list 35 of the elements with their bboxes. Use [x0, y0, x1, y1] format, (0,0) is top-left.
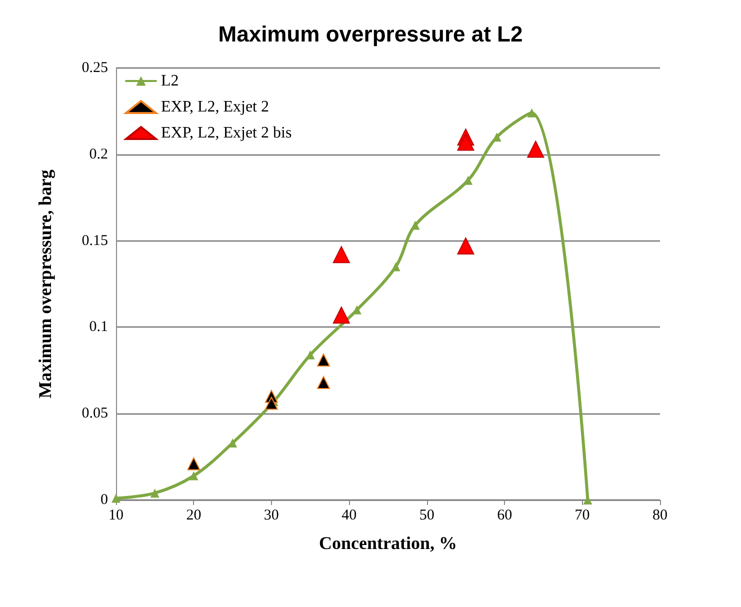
point — [316, 376, 330, 389]
legend-label: L2 — [161, 72, 179, 90]
y-tick-label: 0.15 — [82, 232, 108, 249]
legend-label: EXP, L2, Exjet 2 — [161, 98, 269, 116]
x-tick-label: 70 — [574, 508, 590, 524]
y-tick-label: 0.25 — [82, 60, 108, 76]
point — [187, 457, 200, 470]
x-tick-label: 10 — [108, 508, 124, 524]
y-tick-label: 0.05 — [82, 406, 108, 422]
point — [316, 354, 330, 367]
x-tick-label: 50 — [419, 508, 434, 524]
x-tick-label: 40 — [342, 508, 357, 524]
x-tick-label: 30 — [264, 508, 279, 524]
x-tick-label: 60 — [497, 508, 512, 524]
point — [189, 471, 198, 480]
point — [527, 108, 536, 118]
chart-title: Maximum overpressure at L2 — [218, 22, 523, 46]
legend-label: EXP, L2, Exjet 2 bis — [161, 124, 292, 142]
point — [264, 396, 278, 410]
x-tick-label: 20 — [186, 508, 202, 524]
y-axis-title: Maximum overpressure, barg — [35, 170, 55, 398]
point — [410, 220, 420, 230]
point — [150, 488, 160, 498]
x-tick-label: 80 — [652, 508, 668, 524]
point — [457, 134, 474, 151]
y-tick-label: 0 — [100, 492, 108, 508]
y-tick-label: 0.1 — [89, 319, 108, 336]
y-tick-label: 0.2 — [89, 146, 108, 162]
point — [457, 237, 474, 254]
x-axis-title: Concentration, % — [319, 533, 457, 553]
point — [527, 140, 544, 158]
point — [332, 246, 350, 264]
point — [112, 494, 120, 503]
point — [391, 262, 400, 272]
point — [332, 306, 350, 324]
